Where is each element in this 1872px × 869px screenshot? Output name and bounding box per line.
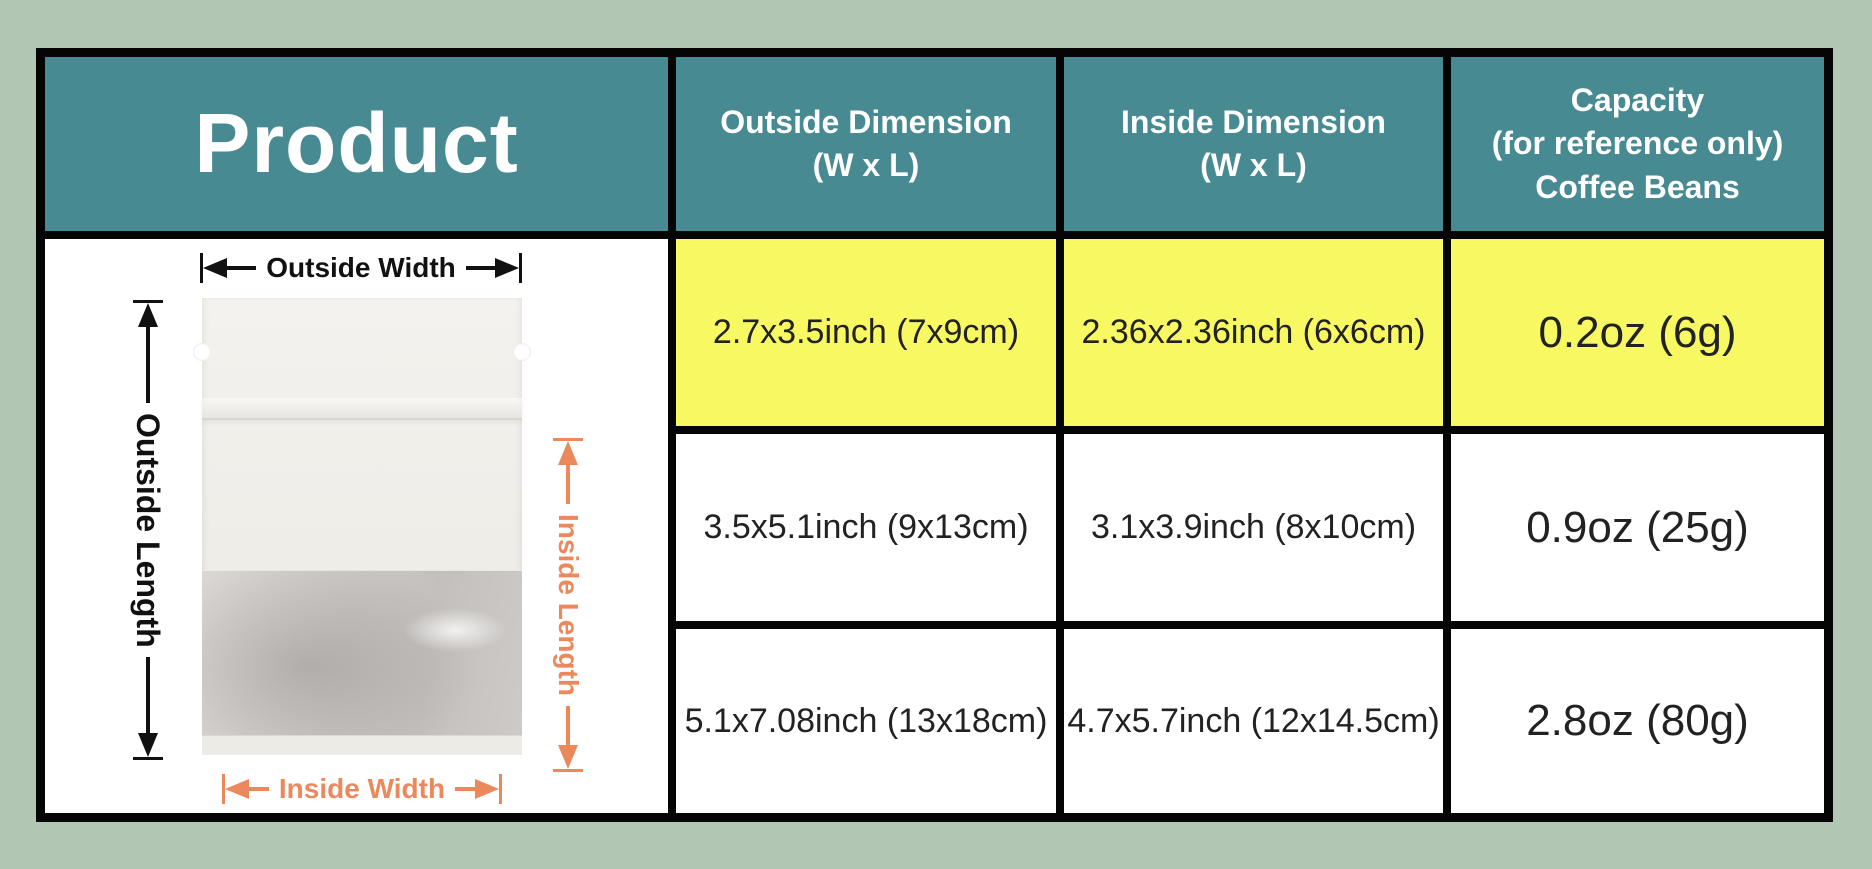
table-cell-inside-row1: 2.36x2.36inch (6x6cm) <box>1064 239 1443 426</box>
product-spec-table: Product Outside Dimension (W x L) Inside… <box>36 48 1833 822</box>
arrow-left-icon <box>203 258 227 278</box>
dim-line <box>146 657 150 733</box>
dim-line <box>455 787 475 791</box>
header-product: Product <box>45 57 668 231</box>
hang-notch-right <box>513 343 531 361</box>
table-cell-capacity-row3: 2.8oz (80g) <box>1451 629 1824 813</box>
dim-tick <box>553 438 583 441</box>
inside-width-dimension: Inside Width <box>222 770 502 808</box>
capacity-header-label: Capacity (for reference only) Coffee Bea… <box>1491 82 1784 205</box>
dim-tick <box>222 774 225 804</box>
inside-dimension-value: 2.36x2.36inch (6x6cm) <box>1081 313 1426 351</box>
inside-dimension-value: 3.1x3.9inch (8x10cm) <box>1090 508 1417 546</box>
table-cell-inside-row3: 4.7x5.7inch (12x14.5cm) <box>1064 629 1443 813</box>
header-outside-dimension: Outside Dimension (W x L) <box>676 57 1056 231</box>
arrow-right-icon <box>475 779 499 799</box>
capacity-value: 2.8oz (80g) <box>1526 696 1749 745</box>
header-inside-dimension: Inside Dimension (W x L) <box>1064 57 1443 231</box>
product-image-cell: Outside Width Outside Length Inside Leng… <box>45 239 668 813</box>
outside-length-label: Outside Length <box>130 412 166 648</box>
dim-line <box>566 465 570 504</box>
dim-line <box>465 266 496 270</box>
dim-tick <box>133 300 163 303</box>
arrow-down-icon <box>138 733 158 757</box>
table-cell-capacity-row1: 0.2oz (6g) <box>1451 239 1824 426</box>
bag-clear-window <box>202 570 522 735</box>
outside-dimension-value: 2.7x3.5inch (7x9cm) <box>712 313 1020 351</box>
table-cell-outside-row2: 3.5x5.1inch (9x13cm) <box>676 434 1056 621</box>
inside-dimension-value: 4.7x5.7inch (12x14.5cm) <box>1067 701 1440 740</box>
header-capacity: Capacity (for reference only) Coffee Bea… <box>1451 57 1824 231</box>
inside-dimension-header-label: Inside Dimension (W x L) <box>1121 103 1386 183</box>
bag-zipper-seal <box>202 398 522 420</box>
table-cell-inside-row2: 3.1x3.9inch (8x10cm) <box>1064 434 1443 621</box>
arrow-up-icon <box>558 441 578 465</box>
product-title: Product <box>194 96 519 191</box>
table-cell-outside-row3: 5.1x7.08inch (13x18cm) <box>676 629 1056 813</box>
dim-tick <box>133 757 163 760</box>
dim-line <box>249 787 269 791</box>
dim-tick <box>200 253 203 283</box>
capacity-value: 0.2oz (6g) <box>1538 307 1737 357</box>
dim-tick <box>519 253 523 283</box>
dim-line <box>146 327 150 403</box>
outside-dimension-value: 5.1x7.08inch (13x18cm) <box>684 701 1048 740</box>
outside-dimension-header-label: Outside Dimension (W x L) <box>720 103 1012 183</box>
inside-width-label: Inside Width <box>278 773 446 804</box>
table-cell-capacity-row2: 0.9oz (25g) <box>1451 434 1824 621</box>
outside-length-dimension: Outside Length <box>130 300 166 760</box>
outside-width-label: Outside Width <box>266 252 456 283</box>
outside-width-dimension: Outside Width <box>200 250 523 286</box>
dim-tick <box>499 774 502 804</box>
arrow-right-icon <box>495 258 520 278</box>
inside-length-dimension: Inside Length <box>551 438 585 772</box>
hang-notch-left <box>193 343 211 361</box>
arrow-up-icon <box>138 303 158 327</box>
bag-product-photo <box>193 298 531 755</box>
inside-length-label: Inside Length <box>553 514 584 696</box>
dim-line <box>566 706 570 745</box>
arrow-left-icon <box>225 779 249 799</box>
dim-tick <box>553 769 583 772</box>
dim-line <box>227 266 257 270</box>
arrow-down-icon <box>558 745 578 769</box>
capacity-value: 0.9oz (25g) <box>1526 502 1749 552</box>
outside-dimension-value: 3.5x5.1inch (9x13cm) <box>703 508 1029 546</box>
table-cell-outside-row1: 2.7x3.5inch (7x9cm) <box>676 239 1056 426</box>
bag-bottom-gusset <box>202 735 522 755</box>
